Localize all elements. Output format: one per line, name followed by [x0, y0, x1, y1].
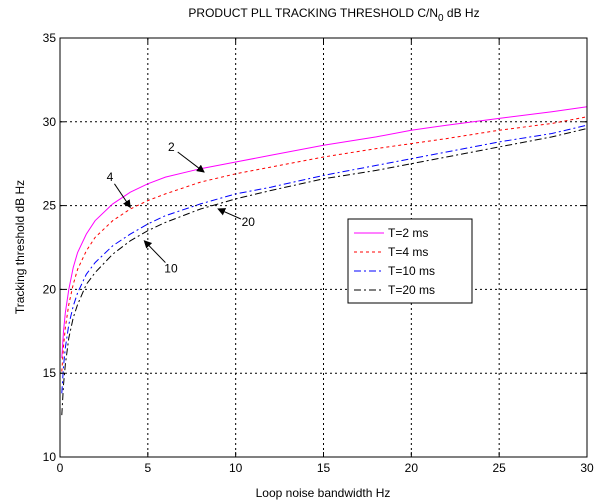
chart-title: PRODUCT PLL TRACKING THRESHOLD C/N0 dB H…: [188, 6, 479, 24]
x-tick-label: 30: [580, 461, 594, 475]
series-line-t-4-ms: [61, 116, 588, 372]
annotation-arrow: [217, 208, 242, 220]
x-tick-label: 0: [57, 461, 64, 475]
legend: T=2 ms T=4 ms T=10 ms T=20 ms: [347, 218, 473, 304]
series-line-t-10-ms: [61, 124, 588, 394]
axis-ticks: [59, 37, 588, 458]
series-line-t-2-ms: [61, 106, 588, 359]
x-axis-label: Loop noise bandwidth Hz: [256, 486, 391, 500]
y-tick-label: 35: [43, 31, 57, 45]
chart-title-subscript: 0: [438, 13, 444, 24]
legend-label: T=10 ms: [388, 264, 435, 278]
x-tick-label: 10: [229, 461, 243, 475]
x-tick-label: 20: [405, 461, 419, 475]
chart-title-main: PRODUCT PLL TRACKING THRESHOLD C/N: [188, 6, 438, 20]
y-tick-label: 10: [43, 450, 57, 464]
x-tick-label: 15: [317, 461, 331, 475]
legend-label: T=20 ms: [388, 283, 435, 297]
x-tick-label: 25: [492, 461, 506, 475]
y-tick-label: 30: [43, 115, 57, 129]
annotation-label: 2: [168, 140, 175, 154]
y-tick-label: 20: [43, 282, 57, 296]
y-tick-label: 25: [43, 199, 57, 213]
tick-labels: 0 5 10 15 20 25 30 10 15 20 25 30 35: [43, 31, 594, 475]
annotations: 2 4 10 20: [107, 140, 256, 275]
y-axis-label: Tracking threshold dB Hz: [13, 180, 27, 314]
annotation-label: 10: [164, 261, 178, 275]
series-group: [61, 106, 588, 416]
annotation-arrow: [114, 183, 131, 209]
legend-items: T=2 ms T=4 ms T=10 ms T=20 ms: [354, 226, 435, 297]
annotation-label: 20: [242, 215, 256, 229]
legend-label: T=2 ms: [388, 226, 428, 240]
annotation-label: 4: [107, 170, 114, 184]
y-tick-label: 15: [43, 366, 57, 380]
annotation-arrow: [143, 240, 166, 263]
legend-label: T=4 ms: [388, 245, 428, 259]
chart-title-suffix: dB Hz: [444, 6, 480, 20]
x-tick-label: 5: [144, 461, 151, 475]
plot-area: [59, 37, 588, 458]
annotation-arrow: [177, 151, 205, 173]
series-line-t-20-ms: [61, 128, 588, 416]
